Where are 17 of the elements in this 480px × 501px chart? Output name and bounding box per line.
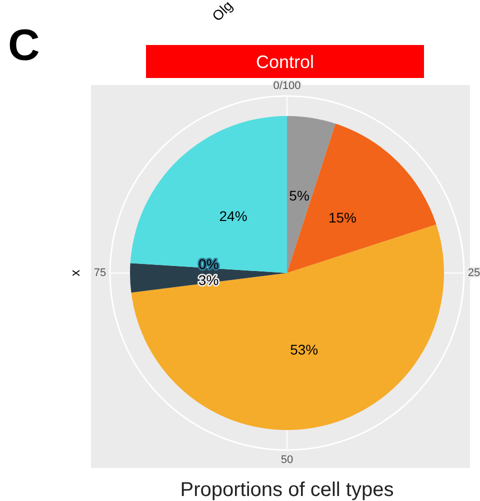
- text: C: [8, 21, 40, 70]
- data-label: 15%: [328, 209, 357, 226]
- text: 75: [94, 267, 106, 279]
- pie-slice: [130, 116, 287, 273]
- text: 0%: [198, 256, 219, 272]
- text: Proportions of cell types: [180, 479, 394, 501]
- data-label: 5%: [289, 187, 310, 204]
- text: x: [68, 269, 82, 276]
- pie-slice: [131, 224, 444, 430]
- text: 50: [280, 454, 294, 466]
- text: 25: [468, 267, 480, 279]
- text: 0/100: [273, 80, 301, 92]
- pie-slice: [287, 124, 436, 273]
- chart-title: Control: [256, 52, 314, 72]
- data-label: 24%: [219, 208, 248, 224]
- text: Olg: [208, 0, 236, 24]
- data-label: 53%: [290, 342, 318, 358]
